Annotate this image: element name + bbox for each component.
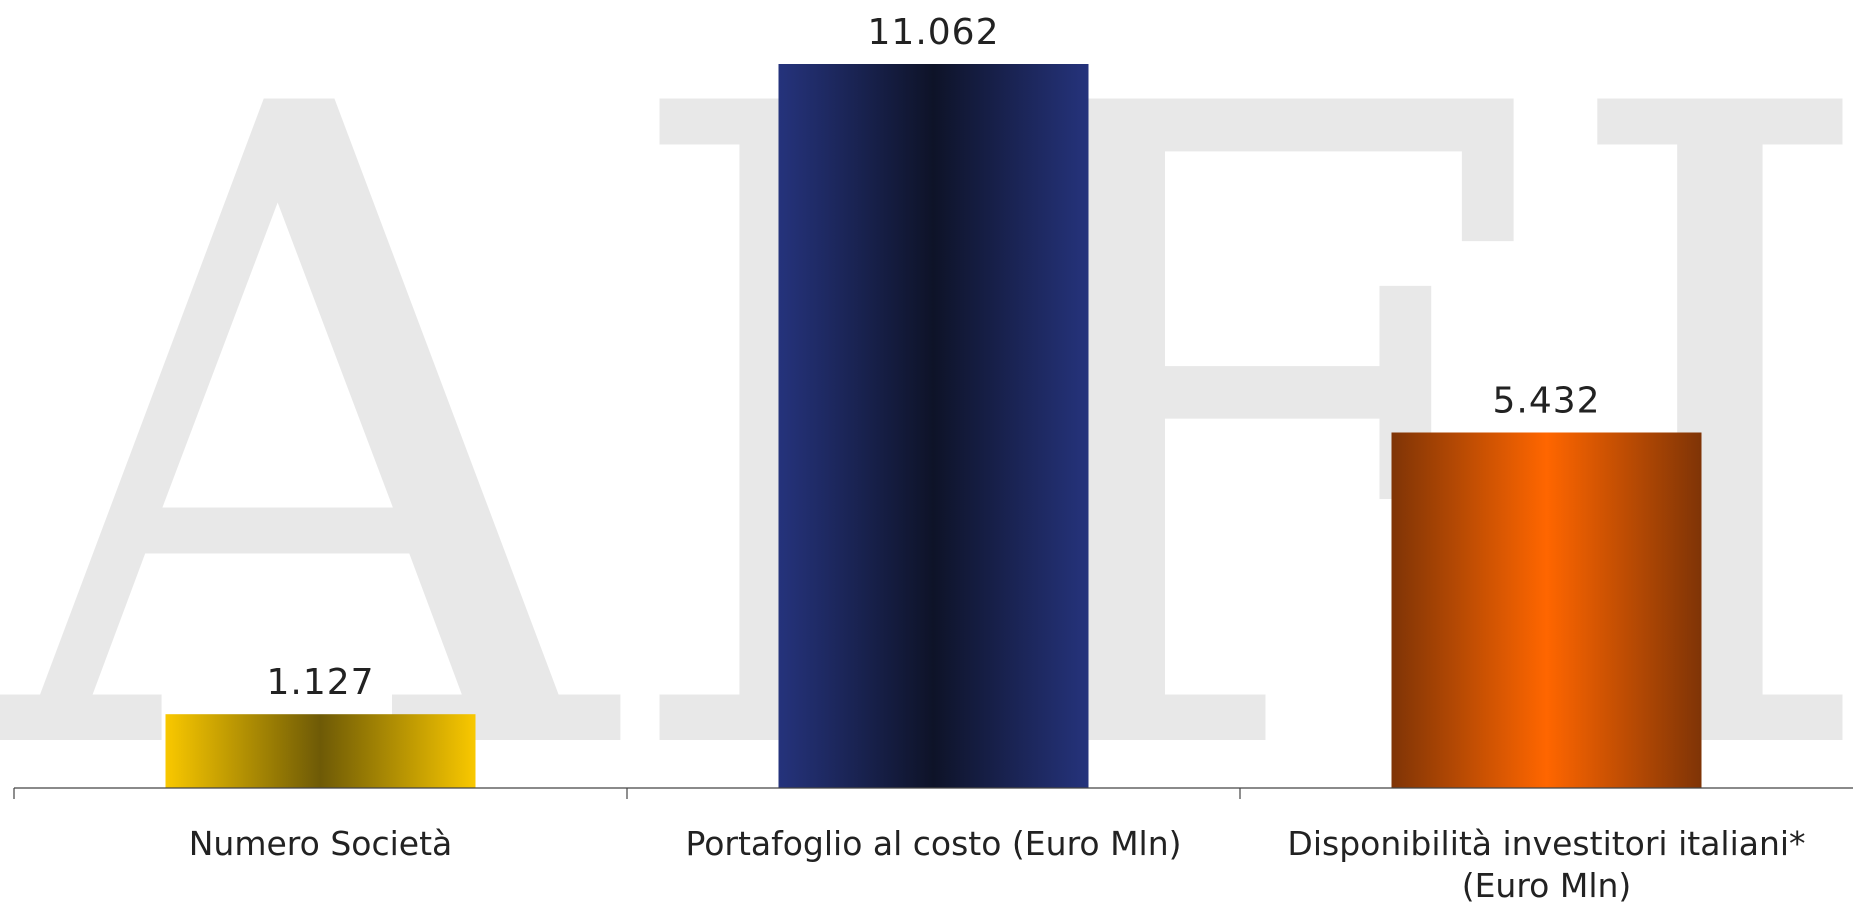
bar-3	[1391, 432, 1702, 788]
data-label-1: 1.127	[266, 662, 374, 703]
category-label-2-line-1: Portafoglio al costo (Euro Mln)	[685, 824, 1181, 863]
bar-2	[778, 64, 1089, 788]
data-label-3: 5.432	[1492, 381, 1600, 422]
category-label-1-line-1: Numero Società	[189, 824, 452, 863]
x-axis	[13, 787, 1853, 799]
bar-1	[165, 714, 476, 788]
category-label-3-line-2: (Euro Mln)	[1462, 866, 1632, 905]
category-label-3-line-1: Disponibilità investitori italiani*	[1287, 824, 1805, 863]
data-label-2: 11.062	[868, 12, 1000, 53]
labels-layer: 1.127 Numero Società 11.062 Portafoglio al …	[189, 12, 1806, 905]
bars-layer	[165, 64, 1702, 788]
